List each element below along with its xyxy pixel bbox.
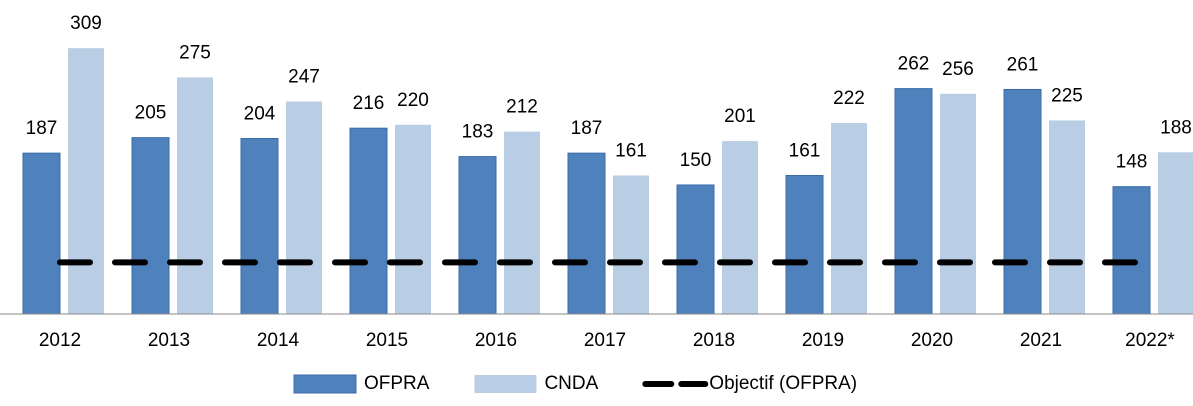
value-label: 161	[789, 141, 821, 162]
bar	[458, 156, 497, 315]
x-tick-label: 2012	[39, 330, 81, 351]
value-label: 150	[680, 150, 712, 171]
value-label: 188	[1160, 117, 1192, 138]
bar	[722, 141, 758, 314]
value-label: 261	[1007, 54, 1039, 75]
value-label: 204	[244, 104, 276, 125]
bar	[68, 48, 104, 314]
bar	[240, 138, 279, 315]
value-label: 275	[179, 42, 211, 63]
x-tick-label: 2019	[802, 330, 844, 351]
value-label: 220	[397, 90, 429, 111]
bar	[567, 152, 606, 315]
bar	[177, 77, 213, 315]
value-label: 222	[833, 88, 865, 109]
legend-swatch	[474, 375, 537, 393]
bar	[131, 137, 170, 315]
value-label: 187	[571, 118, 603, 139]
x-tick-label: 2021	[1020, 330, 1062, 351]
x-tick-label: 2013	[148, 330, 190, 351]
bar	[1049, 120, 1085, 314]
bar	[785, 174, 824, 315]
bar	[831, 123, 867, 314]
bar	[1158, 152, 1193, 314]
value-label: 201	[724, 106, 756, 127]
bar	[1003, 88, 1042, 315]
legend-label: OFPRA	[364, 373, 430, 394]
bar	[395, 124, 431, 315]
value-label: 205	[135, 103, 167, 124]
value-label: 161	[615, 141, 647, 162]
value-label: 309	[70, 13, 102, 34]
legend-label: Objectif (OFPRA)	[709, 373, 857, 394]
x-tick-label: 2017	[584, 330, 626, 351]
legend-swatch	[293, 374, 357, 394]
value-label: 187	[26, 118, 58, 139]
bar	[22, 152, 61, 315]
x-tick-label: 2018	[693, 330, 735, 351]
bar	[349, 127, 388, 315]
legend-label: CNDA	[544, 373, 598, 394]
x-tick-label: 2016	[475, 330, 517, 351]
value-label: 256	[942, 59, 974, 80]
value-label: 262	[898, 54, 930, 75]
value-label: 212	[506, 97, 538, 118]
bar	[940, 93, 976, 314]
x-tick-label: 2020	[911, 330, 953, 351]
bar	[286, 101, 322, 314]
value-label: 216	[353, 93, 385, 114]
bar	[1112, 186, 1151, 315]
value-label: 225	[1051, 85, 1083, 106]
bar	[504, 131, 540, 314]
x-tick-label: 2014	[257, 330, 300, 351]
value-label: 148	[1116, 152, 1148, 173]
x-tick-label: 2022*	[1125, 330, 1175, 351]
bar	[676, 184, 715, 315]
bar	[613, 175, 649, 314]
value-label: 247	[288, 67, 320, 88]
bar	[894, 88, 933, 315]
x-tick-label: 2015	[366, 330, 408, 351]
value-label: 183	[462, 122, 494, 143]
